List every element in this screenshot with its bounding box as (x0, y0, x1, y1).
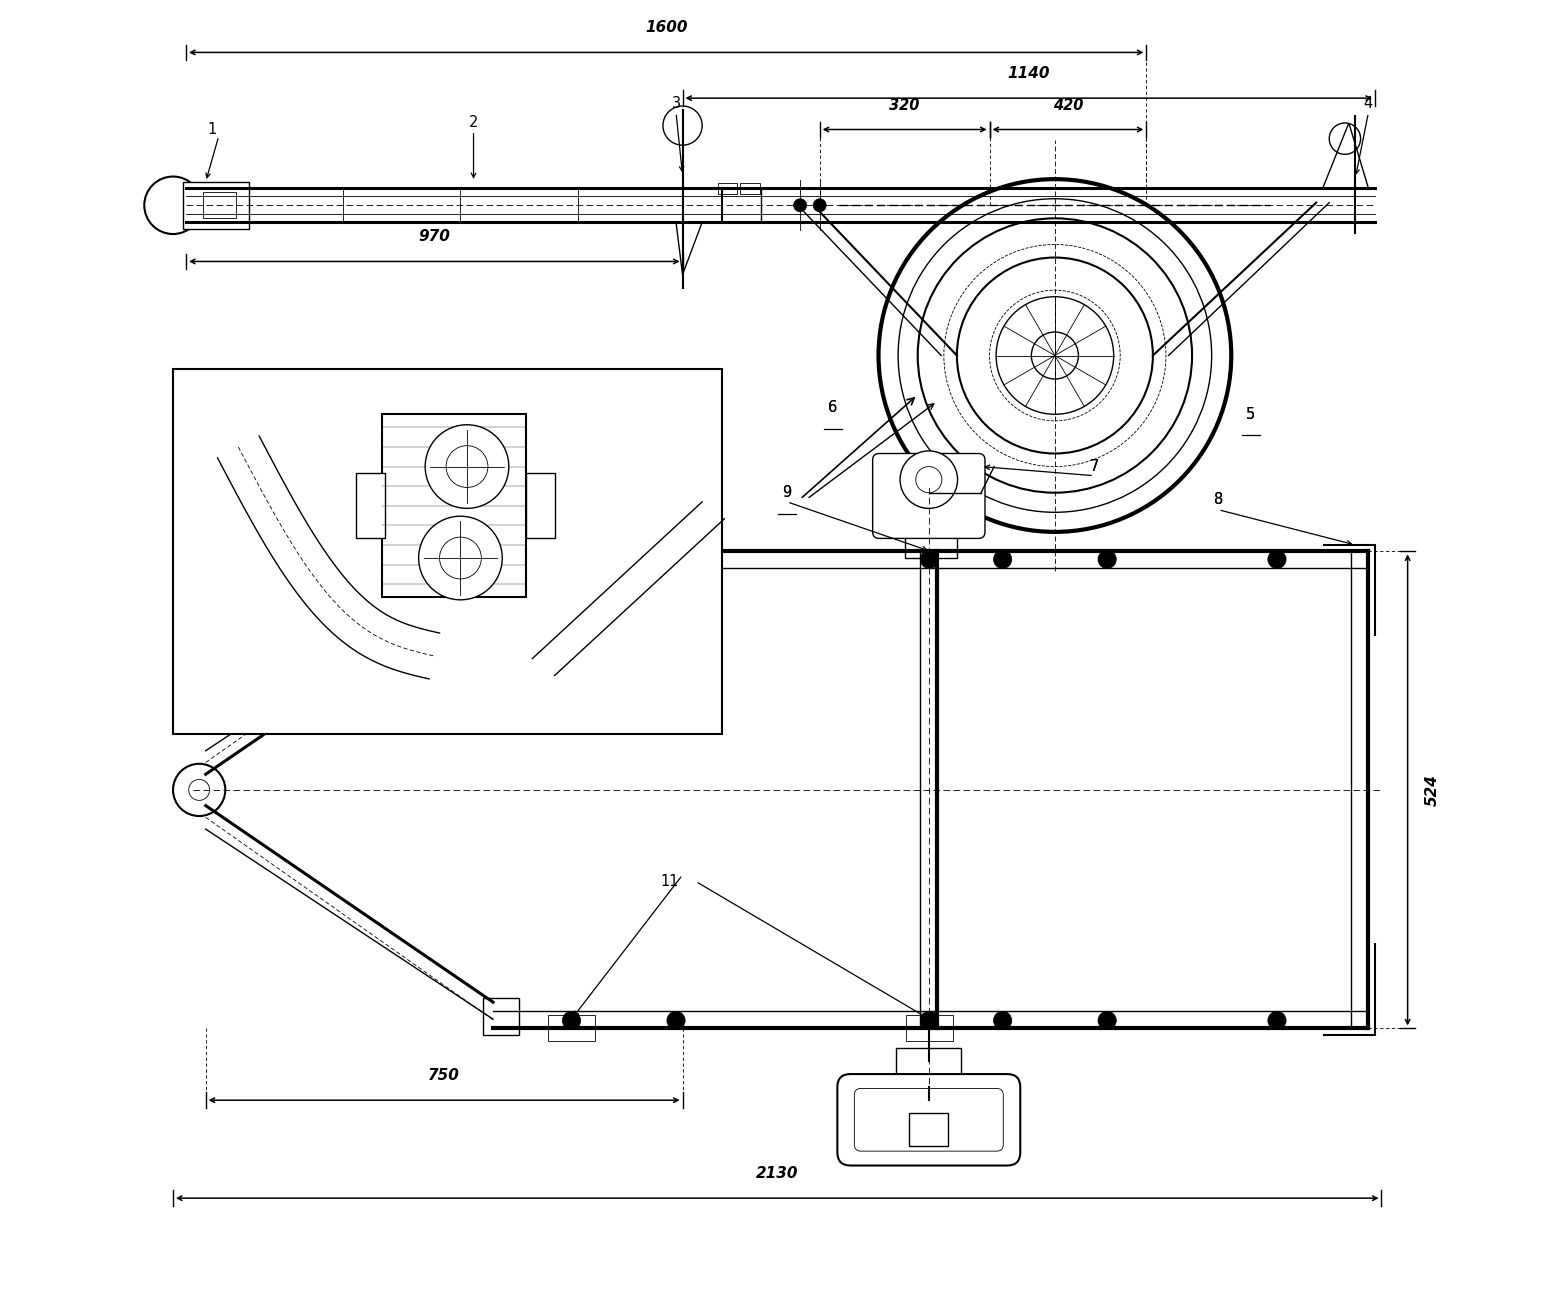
Text: 2: 2 (469, 115, 478, 130)
Text: 11: 11 (661, 874, 678, 888)
Text: 13: 13 (627, 437, 646, 451)
Text: 1600: 1600 (646, 21, 687, 35)
Text: 5: 5 (475, 668, 485, 684)
Bar (740, 184, 760, 193)
Text: 7: 7 (1090, 459, 1099, 474)
Text: 524: 524 (1424, 774, 1440, 806)
Text: 420: 420 (1053, 97, 1084, 113)
Bar (173, 369, 721, 735)
Circle shape (994, 550, 1012, 568)
Text: 5: 5 (1246, 407, 1255, 421)
Text: 2130: 2130 (755, 1166, 799, 1181)
Text: 14: 14 (288, 648, 307, 664)
Text: 6: 6 (280, 411, 289, 425)
Text: 10: 10 (399, 485, 418, 500)
Bar (906, 1015, 954, 1029)
Bar (896, 1048, 961, 1101)
Bar (184, 182, 249, 228)
Bar (904, 518, 957, 558)
Text: 4: 4 (1364, 96, 1373, 112)
Circle shape (899, 451, 958, 508)
Circle shape (921, 1012, 938, 1030)
Bar (526, 474, 554, 538)
Bar (483, 998, 519, 1035)
Circle shape (418, 516, 502, 600)
Circle shape (1098, 550, 1116, 568)
Text: 10: 10 (399, 485, 418, 500)
Bar (548, 1029, 594, 1042)
Text: 9: 9 (782, 485, 791, 500)
Text: 6: 6 (828, 400, 837, 416)
Text: 9: 9 (514, 403, 523, 419)
Bar (483, 543, 519, 580)
Circle shape (667, 550, 686, 568)
Text: 970: 970 (418, 230, 450, 244)
Text: 12: 12 (392, 403, 410, 419)
Circle shape (921, 550, 938, 568)
FancyBboxPatch shape (837, 1075, 1020, 1165)
Bar (906, 1029, 954, 1042)
Circle shape (426, 425, 509, 508)
Bar (203, 193, 235, 218)
Circle shape (1098, 1012, 1116, 1030)
Bar (356, 474, 385, 538)
Text: 6: 6 (828, 400, 837, 416)
Circle shape (562, 550, 580, 568)
Circle shape (1268, 550, 1286, 568)
Text: 1140: 1140 (1008, 66, 1050, 81)
Text: 5: 5 (1246, 407, 1255, 421)
Circle shape (794, 198, 807, 211)
Text: 320: 320 (890, 97, 920, 113)
Text: 1: 1 (207, 122, 217, 136)
Bar (382, 415, 526, 597)
Text: 3: 3 (672, 96, 681, 112)
Text: 8: 8 (1214, 492, 1223, 506)
Circle shape (994, 1012, 1012, 1030)
Text: 750: 750 (429, 1068, 460, 1084)
Bar (718, 184, 737, 193)
Circle shape (1268, 1012, 1286, 1030)
Text: 9: 9 (782, 485, 791, 500)
Text: 7: 7 (1090, 459, 1099, 474)
Text: 8: 8 (1214, 492, 1223, 506)
Bar (548, 1015, 594, 1029)
Circle shape (562, 1012, 580, 1030)
Circle shape (813, 198, 827, 211)
FancyBboxPatch shape (873, 454, 985, 538)
Circle shape (667, 1012, 686, 1030)
Bar (909, 1114, 949, 1145)
